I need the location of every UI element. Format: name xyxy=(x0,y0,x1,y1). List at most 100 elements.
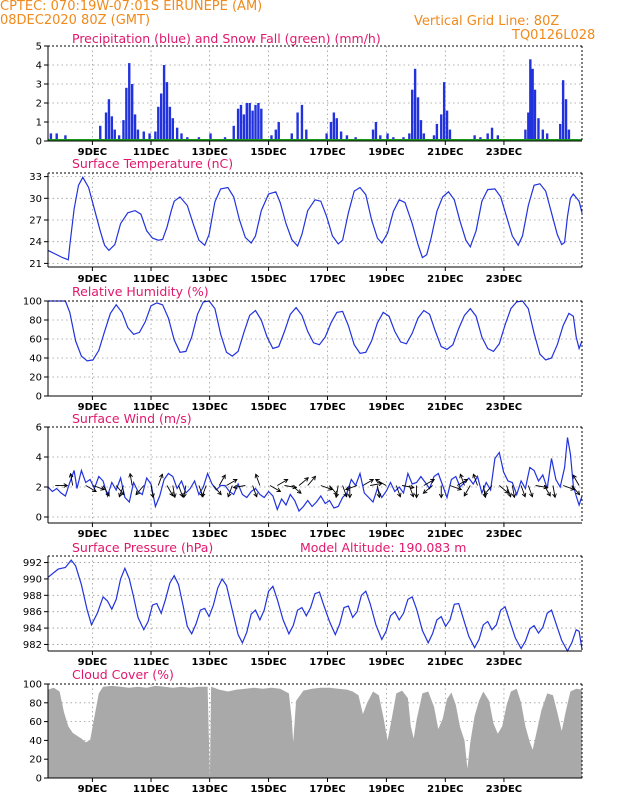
temperature-ytick-label: 24 xyxy=(29,237,42,248)
wind-arrow xyxy=(233,485,246,489)
precip-bar xyxy=(564,99,568,141)
wind-arrow-head xyxy=(221,474,226,480)
wind-arrow-head xyxy=(422,489,428,494)
wind-arrow-head xyxy=(546,491,551,497)
precip-bar xyxy=(442,82,446,141)
wind-arrow xyxy=(277,479,288,486)
cloud-ytick-label: 100 xyxy=(23,680,42,691)
precip-bar xyxy=(432,135,436,141)
pressure-title: Surface Pressure (hPa) xyxy=(72,540,213,555)
precip-bar xyxy=(486,133,489,141)
temperature-ytick-label: 27 xyxy=(29,216,42,227)
wind-arrow-head xyxy=(182,493,187,499)
precip-bar xyxy=(260,108,263,141)
wind-arrow-head xyxy=(459,473,464,479)
precip-bar xyxy=(157,106,160,141)
temperature-ytick-label: 33 xyxy=(29,172,42,183)
temperature-xtick-label: 13DEC xyxy=(191,274,227,285)
precip-xtick-label: 23DEC xyxy=(486,147,522,158)
wind-arrow xyxy=(252,485,258,497)
precip-bar xyxy=(332,112,336,141)
wind-xtick-label: 19DEC xyxy=(368,529,404,540)
wind-arrow-head xyxy=(227,492,232,498)
precip-bar xyxy=(257,103,260,141)
wind-xtick-label: 15DEC xyxy=(250,529,286,540)
wind-arrow-head xyxy=(374,479,380,484)
wind-arrow-head xyxy=(118,492,123,498)
precip-ytick-label: 1 xyxy=(36,118,42,129)
wind-arrow xyxy=(498,485,509,494)
precip-bar xyxy=(416,97,420,141)
wind-arrow-head xyxy=(397,492,402,498)
precip-bar xyxy=(113,129,116,141)
wind-arrow-head xyxy=(296,489,302,494)
precip-bar xyxy=(329,122,333,141)
precip-bar xyxy=(239,104,243,141)
humidity-ytick-label: 0 xyxy=(36,392,42,403)
pressure-xtick-label: 13DEC xyxy=(191,657,227,668)
humidity-panel xyxy=(44,300,583,400)
wind-arrow xyxy=(520,485,526,497)
pressure-xtick-label: 23DEC xyxy=(486,657,522,668)
precip-ytick-label: 4 xyxy=(36,61,42,72)
wind-ytick-label: 4 xyxy=(36,453,42,464)
precip-bar xyxy=(339,131,343,141)
pressure-xtick-label: 21DEC xyxy=(427,657,463,668)
precip-bar xyxy=(374,122,378,141)
wind-arrow xyxy=(218,474,226,486)
wind-arrow xyxy=(102,485,110,497)
wind-arrow xyxy=(552,485,556,498)
cloud-xtick-label: 9DEC xyxy=(78,784,107,795)
wind-arrow-head xyxy=(159,473,164,479)
wind-arrow xyxy=(201,485,207,497)
wind-arrow xyxy=(395,485,401,497)
wind-arrow-head xyxy=(504,489,510,494)
wind-arrow-head xyxy=(507,492,512,498)
wind-arrow xyxy=(401,485,414,489)
precip-bar xyxy=(408,133,411,141)
wind-arrow-head xyxy=(334,493,339,499)
header-date: 08DEC2020 80Z (GMT) xyxy=(0,13,151,28)
cloud-panel xyxy=(44,683,583,782)
wind-arrow-head xyxy=(410,492,415,498)
precip-ytick-label: 5 xyxy=(36,42,42,53)
precip-bar xyxy=(117,135,121,141)
pressure-xtick-label: 9DEC xyxy=(78,657,107,668)
humidity-xtick-label: 17DEC xyxy=(309,402,345,413)
precip-bar xyxy=(524,129,527,141)
wind-arrow xyxy=(335,485,339,498)
precip-xtick-label: 15DEC xyxy=(250,147,286,158)
wind-arrow-head xyxy=(105,491,110,497)
precip-bar xyxy=(142,131,145,141)
cloud-ytick-label: 0 xyxy=(36,774,42,785)
precip-bar xyxy=(527,112,530,141)
cloud-xtick-label: 11DEC xyxy=(133,784,169,795)
wind-ytick-label: 0 xyxy=(36,513,42,524)
wind-arrow-head xyxy=(543,484,549,490)
precip-bar xyxy=(175,127,179,141)
wind-arrow-head xyxy=(430,479,436,484)
precip-bar xyxy=(419,120,423,141)
wind-arrow-head xyxy=(463,491,468,497)
precip-bar xyxy=(159,93,163,141)
pressure-xtick-label: 11DEC xyxy=(133,657,169,668)
temperature-xtick-label: 23DEC xyxy=(486,274,522,285)
wind-xtick-label: 17DEC xyxy=(309,529,345,540)
precip-bar xyxy=(300,104,304,141)
precip-bar xyxy=(245,103,248,141)
wind-arrow-head xyxy=(253,492,258,498)
precip-bar xyxy=(435,123,439,141)
wind-arrow-head xyxy=(369,479,375,484)
humidity-title: Relative Humidity (%) xyxy=(72,284,209,299)
wind-arrow-head xyxy=(68,472,74,478)
wind-arrow xyxy=(320,485,333,491)
cloud-ytick-label: 40 xyxy=(29,736,42,747)
wind-arrow xyxy=(85,485,97,492)
wind-arrow xyxy=(362,479,374,486)
wind-arrow xyxy=(571,485,580,495)
cloud-ytick-label: 80 xyxy=(29,698,42,709)
wind-xtick-label: 9DEC xyxy=(78,529,107,540)
wind-arrow-head xyxy=(201,492,206,498)
precip-bar xyxy=(541,129,545,141)
wind-arrow xyxy=(511,485,515,498)
